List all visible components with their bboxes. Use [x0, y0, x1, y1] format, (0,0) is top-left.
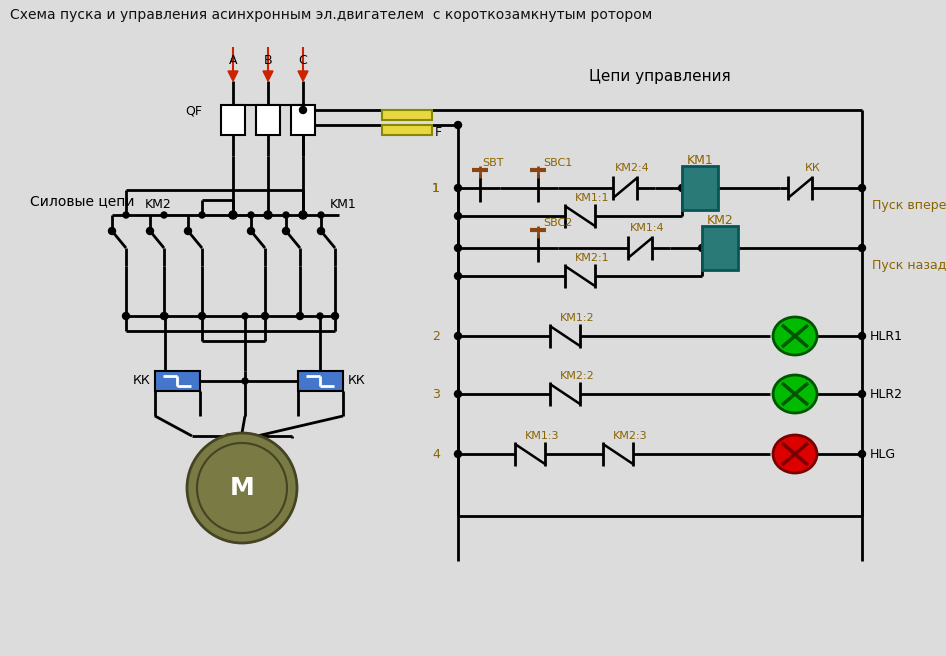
Text: HLR2: HLR2: [870, 388, 903, 401]
Text: KM1:1: KM1:1: [575, 193, 609, 203]
Circle shape: [161, 312, 167, 319]
Text: 1: 1: [432, 182, 440, 194]
Circle shape: [122, 312, 130, 319]
Circle shape: [109, 228, 115, 234]
Text: 1: 1: [432, 182, 440, 194]
Circle shape: [187, 433, 297, 543]
Bar: [382, 110, 432, 120]
Bar: [221, 105, 245, 135]
Text: QF: QF: [185, 104, 202, 117]
Circle shape: [264, 211, 272, 219]
Text: HLG: HLG: [870, 447, 896, 461]
Text: KM1:2: KM1:2: [560, 313, 595, 323]
Bar: [155, 371, 200, 391]
Circle shape: [331, 312, 339, 319]
Polygon shape: [263, 71, 273, 81]
Circle shape: [318, 228, 324, 234]
Text: KM2:3: KM2:3: [613, 431, 648, 441]
Circle shape: [248, 228, 254, 234]
Circle shape: [197, 443, 287, 533]
Circle shape: [283, 212, 289, 218]
Circle shape: [454, 451, 462, 457]
Circle shape: [698, 245, 706, 251]
Text: KM2:1: KM2:1: [575, 253, 609, 263]
Circle shape: [296, 312, 304, 319]
Bar: [382, 125, 432, 135]
Circle shape: [318, 212, 324, 218]
Circle shape: [859, 390, 866, 398]
Text: SBC2: SBC2: [543, 218, 572, 228]
Text: Цепи управления: Цепи управления: [589, 68, 731, 83]
Circle shape: [859, 245, 866, 251]
Text: KM2:2: KM2:2: [560, 371, 595, 381]
Text: KM1:4: KM1:4: [630, 223, 665, 233]
Circle shape: [162, 313, 168, 319]
Text: A: A: [229, 54, 237, 66]
Circle shape: [199, 212, 205, 218]
Text: Силовые цепи: Силовые цепи: [30, 194, 134, 208]
Circle shape: [242, 378, 248, 384]
Text: Пуск вперед: Пуск вперед: [872, 199, 946, 213]
Text: KM1: KM1: [687, 154, 713, 167]
Circle shape: [678, 184, 686, 192]
Text: 3: 3: [432, 388, 440, 401]
Text: KM1:3: KM1:3: [525, 431, 559, 441]
Text: KM2: KM2: [145, 197, 172, 211]
Circle shape: [283, 228, 289, 234]
Circle shape: [299, 211, 307, 219]
Circle shape: [161, 212, 167, 218]
Text: KM2: KM2: [707, 213, 733, 226]
Text: Пуск назад: Пуск назад: [872, 260, 946, 272]
Circle shape: [859, 184, 866, 192]
Text: F: F: [435, 125, 442, 138]
Circle shape: [300, 106, 307, 113]
Circle shape: [123, 212, 129, 218]
Circle shape: [229, 211, 237, 219]
Circle shape: [454, 245, 462, 251]
Ellipse shape: [773, 435, 817, 473]
Circle shape: [147, 228, 153, 234]
Circle shape: [317, 313, 323, 319]
Text: 2: 2: [432, 329, 440, 342]
Circle shape: [454, 390, 462, 398]
Circle shape: [248, 212, 254, 218]
Bar: [702, 226, 738, 270]
Text: М: М: [230, 476, 254, 500]
Circle shape: [184, 228, 191, 234]
Circle shape: [454, 184, 462, 192]
Bar: [298, 371, 343, 391]
Text: KM1: KM1: [330, 197, 357, 211]
Bar: [291, 105, 315, 135]
Circle shape: [199, 312, 205, 319]
Text: 4: 4: [432, 447, 440, 461]
Text: SBC1: SBC1: [543, 158, 572, 168]
Polygon shape: [228, 71, 238, 81]
Circle shape: [261, 312, 269, 319]
Circle shape: [454, 121, 462, 129]
Circle shape: [454, 272, 462, 279]
Ellipse shape: [773, 317, 817, 355]
Text: КК: КК: [348, 375, 366, 388]
Text: KM2:4: KM2:4: [615, 163, 650, 173]
Circle shape: [859, 333, 866, 340]
Text: SBT: SBT: [482, 158, 503, 168]
Circle shape: [859, 451, 866, 457]
Bar: [682, 166, 718, 210]
Circle shape: [454, 333, 462, 340]
Circle shape: [454, 213, 462, 220]
Text: B: B: [264, 54, 272, 66]
Polygon shape: [298, 71, 308, 81]
Text: Схема пуска и управления асинхронным эл.двигателем  с короткозамкнутым ротором: Схема пуска и управления асинхронным эл.…: [10, 8, 652, 22]
Bar: [256, 105, 280, 135]
Text: КК: КК: [132, 375, 150, 388]
Text: КК: КК: [805, 163, 821, 173]
Text: HLR1: HLR1: [870, 329, 903, 342]
Ellipse shape: [773, 375, 817, 413]
Text: C: C: [299, 54, 307, 66]
Circle shape: [242, 313, 248, 319]
